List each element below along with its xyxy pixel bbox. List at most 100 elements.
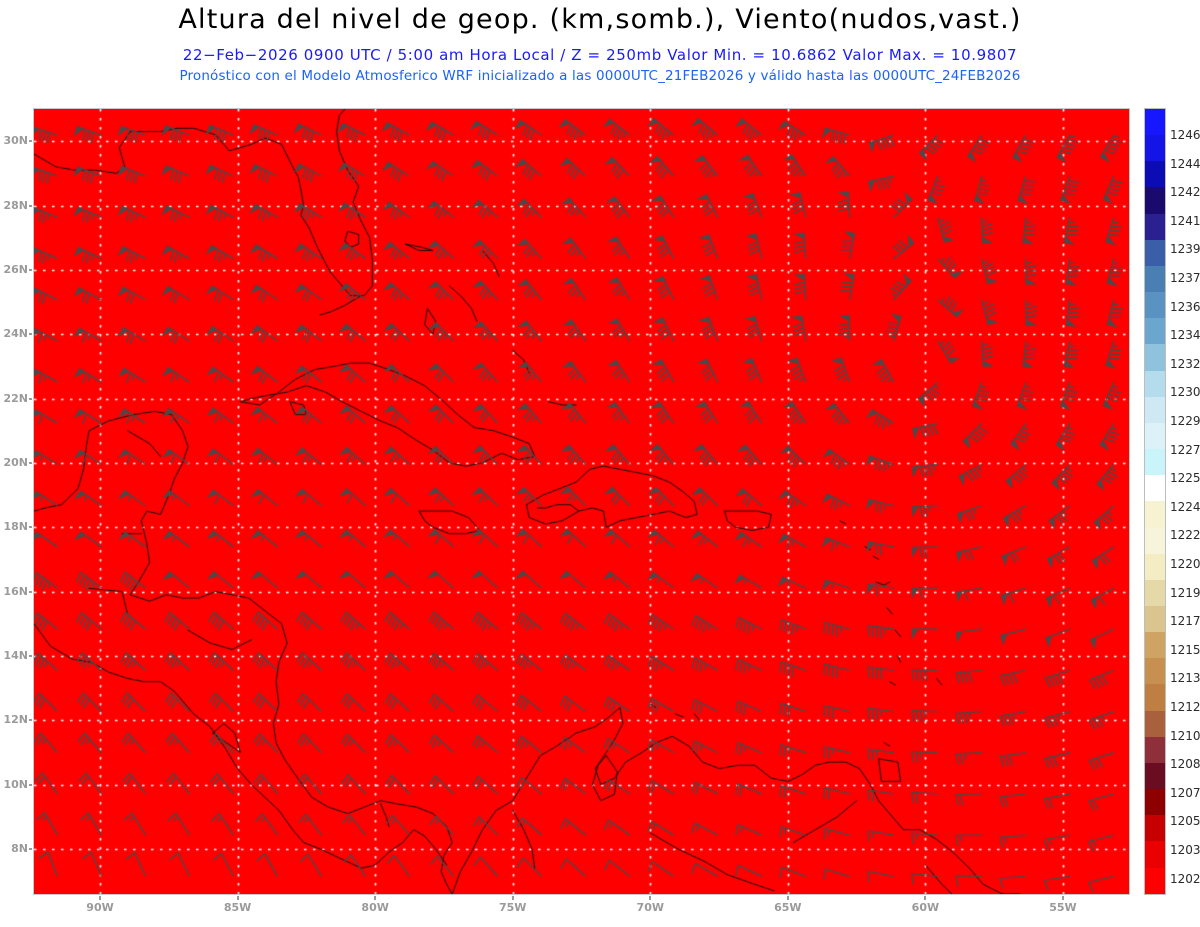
- colorbar-swatch: [1145, 867, 1165, 894]
- colorbar-tick-label: 12173: [1170, 614, 1200, 629]
- colorbar-tick-label: 12020: [1170, 871, 1200, 886]
- colorbar-tick-label: 12088: [1170, 757, 1200, 772]
- longitude-tick-mark: [374, 896, 377, 900]
- colorbar-tick-label: 12275: [1170, 442, 1200, 457]
- longitude-tick-mark: [786, 896, 789, 900]
- longitude-tick-label: 65W: [774, 901, 802, 914]
- colorbar-tick-label: 12054: [1170, 814, 1200, 829]
- latitude-tick-label: 24N: [3, 327, 28, 341]
- longitude-tick-mark: [511, 896, 514, 900]
- longitude-tick-mark: [236, 896, 239, 900]
- latitude-tick-mark: [29, 654, 32, 657]
- colorbar-tick-label: 12394: [1170, 242, 1200, 257]
- colorbar-swatch: [1145, 658, 1165, 685]
- longitude-tick-label: 90W: [86, 901, 114, 914]
- weather-map-canvas: [34, 109, 1129, 894]
- longitude-tick-mark: [924, 896, 927, 900]
- latitude-tick-mark: [29, 140, 32, 143]
- latitude-tick-mark: [29, 526, 32, 529]
- colorbar-swatch: [1145, 370, 1165, 397]
- latitude-tick-label: 10N: [3, 777, 28, 791]
- colorbar-swatch: [1145, 135, 1165, 162]
- colorbar-swatch: [1145, 344, 1165, 371]
- colorbar-tick-label: 12343: [1170, 328, 1200, 343]
- colorbar-swatch: [1145, 187, 1165, 214]
- colorbar-swatch: [1145, 501, 1165, 528]
- latitude-tick-label: 22N: [3, 391, 28, 405]
- colorbar-swatch: [1145, 579, 1165, 606]
- latitude-tick-label: 20N: [3, 455, 28, 469]
- latitude-tick-mark: [29, 847, 32, 850]
- latitude-tick-label: 12N: [3, 713, 28, 727]
- latitude-tick-label: 28N: [3, 198, 28, 212]
- colorbar-swatch: [1145, 605, 1165, 633]
- latitude-tick-label: 16N: [3, 584, 28, 598]
- colorbar-swatch: [1145, 422, 1165, 450]
- longitude-tick-label: 80W: [361, 901, 389, 914]
- longitude-tick-label: 85W: [223, 901, 252, 914]
- latitude-tick-mark: [29, 719, 32, 722]
- latitude-tick-mark: [29, 397, 32, 400]
- colorbar-tick-label: 12445: [1170, 156, 1200, 171]
- latitude-tick-mark: [29, 268, 32, 271]
- colorbar-tick-label: 12360: [1170, 299, 1200, 314]
- colorbar-tick-label: 12207: [1170, 557, 1200, 571]
- colorbar-tick-label: 12258: [1170, 471, 1200, 486]
- latitude-tick-mark: [29, 590, 32, 593]
- colorbar-tick-label: 12122: [1170, 700, 1200, 714]
- colorbar-swatch: [1145, 527, 1165, 554]
- colorbar-tick-label: 12309: [1170, 385, 1200, 400]
- colorbar-swatch: [1145, 762, 1165, 790]
- colorbar-swatch: [1145, 710, 1165, 737]
- colorbar-swatch: [1145, 789, 1165, 816]
- colorbar-tick-label: 12190: [1170, 585, 1200, 600]
- colorbar-tick-label: 12377: [1170, 271, 1200, 285]
- latitude-tick-mark: [29, 333, 32, 336]
- colorbar-tick-label: 12037: [1170, 843, 1200, 857]
- map-plot-area[interactable]: Sis π − ONAMET/REP.DOM.: [33, 108, 1130, 895]
- colorbar-swatch: [1145, 292, 1165, 319]
- colorbar-tick-label: 12105: [1170, 728, 1200, 743]
- chart-header: Altura del nivel de geop. (km,somb.), Vi…: [0, 0, 1200, 96]
- latitude-tick-mark: [29, 204, 32, 207]
- colorbar-tick-label: 12462: [1170, 128, 1200, 142]
- colorbar[interactable]: [1144, 108, 1166, 895]
- colorbar-swatch: [1145, 475, 1165, 502]
- colorbar-swatch: [1145, 213, 1165, 240]
- colorbar-swatch: [1145, 161, 1165, 188]
- longitude-tick-label: 75W: [498, 901, 527, 914]
- colorbar-swatch: [1145, 632, 1165, 659]
- colorbar-tick-label: 12428: [1170, 185, 1200, 200]
- colorbar-tick-label: 12224: [1170, 528, 1200, 543]
- latitude-tick-label: 18N: [3, 520, 28, 534]
- colorbar-swatch: [1145, 684, 1165, 711]
- colorbar-swatch: [1145, 239, 1165, 266]
- latitude-tick-mark: [29, 461, 32, 464]
- page-title: Altura del nivel de geop. (km,somb.), Vi…: [178, 4, 1022, 35]
- latitude-tick-label: 30N: [3, 134, 28, 148]
- latitude-tick-mark: [29, 783, 32, 786]
- latitude-tick-label: 8N: [11, 841, 28, 855]
- longitude-tick-label: 60W: [911, 901, 940, 914]
- colorbar-tick-label: 12292: [1170, 414, 1200, 428]
- colorbar-swatch: [1145, 318, 1165, 345]
- latitude-tick-label: 26N: [3, 262, 28, 276]
- subtitle-model-info: Pronóstico con el Modelo Atmosferico WRF…: [179, 68, 1021, 84]
- subtitle-valid-time: 22−Feb−2026 0900 UTC / 5:00 am Hora Loca…: [182, 46, 1018, 64]
- colorbar-swatch: [1145, 553, 1165, 580]
- colorbar-swatch: [1145, 109, 1165, 136]
- longitude-tick-mark: [1061, 896, 1064, 900]
- longitude-tick-label: 70W: [636, 901, 665, 914]
- colorbar-tick-label: 12326: [1170, 356, 1200, 371]
- colorbar-tick-label: 12156: [1170, 642, 1200, 657]
- longitude-tick-label: 55W: [1049, 901, 1077, 914]
- colorbar-swatch: [1145, 449, 1165, 476]
- longitude-tick-mark: [649, 896, 652, 900]
- colorbar-swatch: [1145, 815, 1165, 842]
- colorbar-swatch: [1145, 841, 1165, 868]
- colorbar-swatch: [1145, 736, 1165, 763]
- colorbar-tick-label: 12139: [1170, 671, 1200, 686]
